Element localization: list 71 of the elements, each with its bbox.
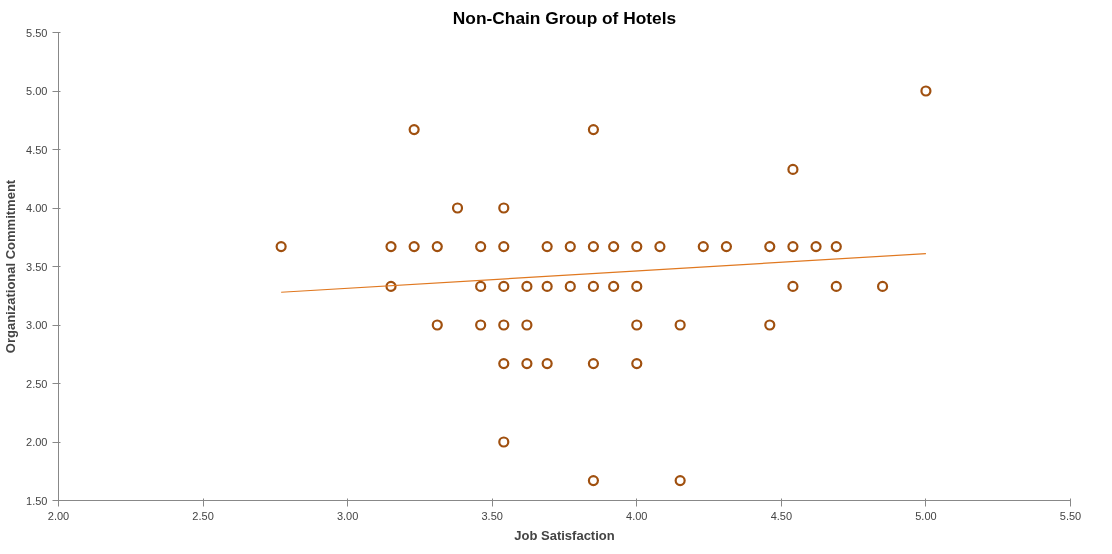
x-tick-label: 5.00 (915, 509, 937, 522)
point (787, 163, 799, 175)
y-tick-label: 3.00 (26, 319, 48, 331)
point (764, 241, 776, 253)
point (475, 280, 487, 292)
point (498, 358, 510, 370)
x-tick-label: 3.50 (481, 509, 503, 522)
point (810, 241, 822, 253)
y-tick-label: 2.50 (26, 377, 48, 390)
point (408, 124, 420, 136)
point (587, 358, 600, 370)
x-tick-label: 2.00 (47, 509, 70, 522)
point (631, 319, 643, 331)
point (275, 241, 287, 253)
point (498, 241, 510, 253)
point (830, 280, 842, 292)
point (564, 241, 576, 253)
point (475, 319, 487, 331)
point (876, 280, 889, 292)
y-tick-label: 1.50 (26, 494, 48, 507)
point (498, 436, 510, 448)
point (587, 241, 600, 253)
point (498, 280, 510, 292)
point (587, 124, 600, 136)
y-tick-label: 4.50 (26, 143, 48, 156)
point (608, 241, 620, 253)
y-tick-label: 5.50 (26, 26, 48, 39)
point (385, 280, 397, 292)
point (631, 358, 643, 370)
y-tick-label: 5.00 (26, 85, 48, 97)
point (764, 319, 776, 331)
x-axis-title: Job Satisfaction (514, 527, 615, 543)
x-tick-label: 5.50 (1059, 509, 1082, 522)
point (587, 280, 600, 292)
point (608, 280, 620, 292)
point (521, 280, 533, 292)
point (451, 202, 464, 214)
point (385, 241, 397, 253)
point (498, 319, 510, 331)
point (431, 319, 443, 331)
point (654, 241, 666, 253)
point (541, 241, 553, 253)
point (521, 319, 533, 331)
point (720, 241, 733, 253)
x-tick-label: 4.50 (770, 509, 793, 522)
point (631, 241, 643, 253)
point (408, 241, 420, 253)
chart-title: Non-Chain Group of Hotels (452, 7, 677, 28)
point (498, 202, 510, 214)
point (431, 241, 443, 253)
point (631, 280, 643, 292)
point (521, 358, 533, 370)
x-tick-label: 4.00 (626, 509, 648, 522)
point (564, 280, 576, 292)
y-axis-title: Organizational Commitment (3, 179, 19, 354)
y-tick-label: 3.50 (26, 260, 48, 273)
point (697, 241, 709, 253)
point (541, 358, 553, 370)
x-tick-label: 3.00 (336, 509, 359, 522)
y-tick-label: 4.00 (26, 202, 48, 214)
point (830, 241, 842, 253)
point (541, 280, 553, 292)
point (674, 319, 686, 331)
point (587, 475, 600, 487)
y-tick-label: 2.00 (26, 436, 48, 448)
point (787, 280, 799, 292)
point (674, 475, 686, 487)
x-tick-label: 2.50 (192, 509, 214, 522)
point (787, 241, 799, 253)
point (475, 241, 487, 253)
point (920, 85, 932, 97)
